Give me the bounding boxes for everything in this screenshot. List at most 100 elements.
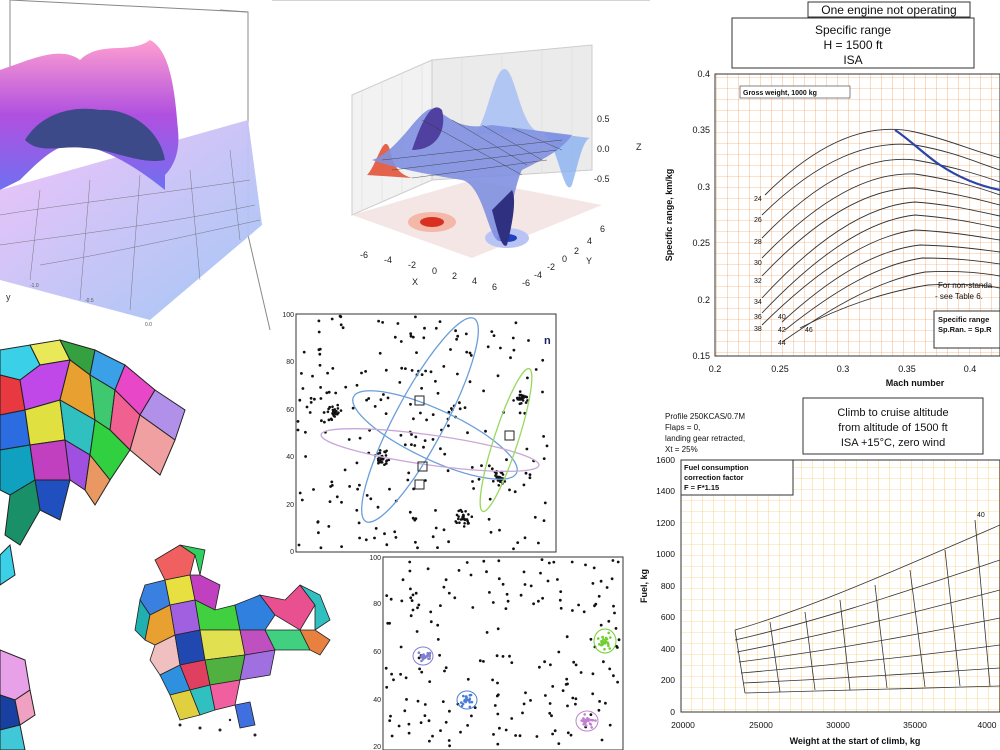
climb-fuel-chart-figure: Profile 250KCAS/0.7M Flaps = 0, landing … bbox=[639, 397, 1000, 746]
scatter-point bbox=[545, 444, 549, 448]
cluster-scatter-plot-1-figure: 100 80 60 40 20 0 n bbox=[282, 312, 557, 555]
scatter-point bbox=[399, 645, 403, 649]
scatter-point bbox=[351, 406, 355, 410]
scatter-point bbox=[399, 340, 403, 343]
y-tick-label: 1000 bbox=[656, 549, 675, 559]
cluster-point bbox=[465, 698, 469, 702]
scatter-point bbox=[319, 386, 322, 389]
scatter-point bbox=[485, 631, 489, 634]
scatter-point bbox=[454, 329, 457, 333]
x-tick-label: 6 bbox=[492, 282, 497, 292]
scatter-point bbox=[543, 660, 546, 664]
scatter-point bbox=[411, 516, 415, 520]
cluster-point bbox=[463, 700, 466, 703]
cluster-point bbox=[512, 399, 515, 402]
scatter-point bbox=[394, 536, 398, 539]
scatter-point bbox=[401, 578, 405, 582]
scatter-point bbox=[296, 420, 300, 423]
scatter-point bbox=[486, 345, 490, 349]
formula-title: Specific range bbox=[938, 315, 989, 324]
scatter-point bbox=[420, 386, 423, 390]
cluster-point bbox=[492, 479, 495, 483]
cluster-point bbox=[607, 631, 610, 635]
title-box bbox=[802, 397, 984, 455]
scatter-point bbox=[393, 335, 397, 339]
scatter-point bbox=[404, 676, 408, 680]
scatter-point bbox=[526, 376, 529, 380]
scatter-point bbox=[487, 464, 491, 468]
scatter-point bbox=[458, 407, 462, 411]
scatter-point bbox=[297, 543, 301, 547]
scatter-point bbox=[335, 495, 339, 499]
scatter-point bbox=[579, 671, 583, 674]
scatter-point bbox=[608, 723, 612, 727]
cluster-point bbox=[600, 643, 604, 646]
scatter-point bbox=[533, 515, 537, 519]
chart-subtitle: from altitude of 1500 ft bbox=[838, 422, 947, 434]
scatter-point bbox=[480, 464, 483, 467]
cluster-point bbox=[469, 693, 473, 697]
cluster-point bbox=[426, 651, 430, 655]
scatter-point bbox=[542, 435, 545, 438]
scatter-point bbox=[510, 717, 514, 720]
specific-range-chart-figure: One engine not operating Specific range … bbox=[664, 1, 1000, 388]
scatter-point bbox=[459, 730, 462, 734]
scatter-point bbox=[313, 397, 316, 401]
scatter-point bbox=[465, 350, 469, 354]
scatter-point bbox=[414, 591, 418, 595]
scatter-point bbox=[519, 593, 523, 597]
scatter-point bbox=[497, 577, 501, 581]
scatter-point bbox=[495, 654, 499, 658]
cluster-point bbox=[598, 643, 601, 646]
scatter-point bbox=[532, 602, 535, 606]
scatter-point bbox=[409, 614, 413, 618]
scatter-point bbox=[456, 334, 460, 338]
curve-label: 28 bbox=[754, 239, 762, 246]
scatter-point bbox=[358, 483, 361, 487]
y-tick-label: 0 bbox=[670, 707, 675, 717]
cluster-point bbox=[583, 713, 586, 716]
y-tick-label: 0.2 bbox=[697, 295, 710, 305]
scatter-point bbox=[535, 735, 539, 738]
y-tick-label: 40 bbox=[286, 454, 294, 461]
x-tick-label: 0.2 bbox=[709, 364, 722, 374]
scatter-point bbox=[473, 706, 477, 709]
scatter-point bbox=[470, 714, 473, 718]
x-tick-label: 2 bbox=[452, 271, 457, 281]
scatter-point bbox=[386, 396, 390, 400]
y-tick-label: 200 bbox=[661, 675, 675, 685]
y-tick-label: 600 bbox=[661, 612, 675, 622]
tick-label: -1.0 bbox=[30, 283, 39, 289]
surface-plot-3d-left: y -1.0 -0.5 0.0 bbox=[0, 0, 272, 330]
chart-title: Specific range bbox=[815, 23, 891, 37]
y-tick-label: 60 bbox=[286, 407, 294, 414]
cluster-point bbox=[494, 474, 497, 477]
scatter-point bbox=[399, 433, 403, 437]
y-tick-label: 60 bbox=[373, 649, 381, 656]
scatter-point bbox=[382, 393, 385, 396]
scatter-point bbox=[410, 433, 413, 436]
cluster-point bbox=[378, 449, 382, 452]
cluster-point bbox=[608, 647, 611, 650]
scatter-point bbox=[317, 348, 321, 352]
scatter-point bbox=[569, 733, 573, 737]
scatter-point bbox=[403, 443, 407, 447]
scatter-point bbox=[415, 630, 419, 633]
cluster-point bbox=[458, 521, 461, 524]
scatter-point bbox=[447, 591, 451, 595]
cluster-scatter-plot-1: 100 80 60 40 20 0 n bbox=[280, 300, 560, 555]
scatter-point bbox=[570, 560, 574, 564]
scatter-point bbox=[602, 660, 605, 664]
scatter-point bbox=[572, 660, 576, 664]
scatter-point bbox=[565, 677, 569, 681]
scatter-point bbox=[498, 726, 501, 730]
y-tick-label: -4 bbox=[534, 270, 542, 280]
scatter-point bbox=[323, 420, 326, 424]
scatter-point bbox=[488, 497, 492, 501]
cluster-point bbox=[387, 458, 391, 462]
scatter-point bbox=[434, 326, 438, 330]
scatter-point bbox=[318, 352, 322, 356]
cluster-point bbox=[604, 638, 607, 642]
cluster-point bbox=[462, 694, 465, 698]
scatter-point bbox=[442, 585, 446, 589]
